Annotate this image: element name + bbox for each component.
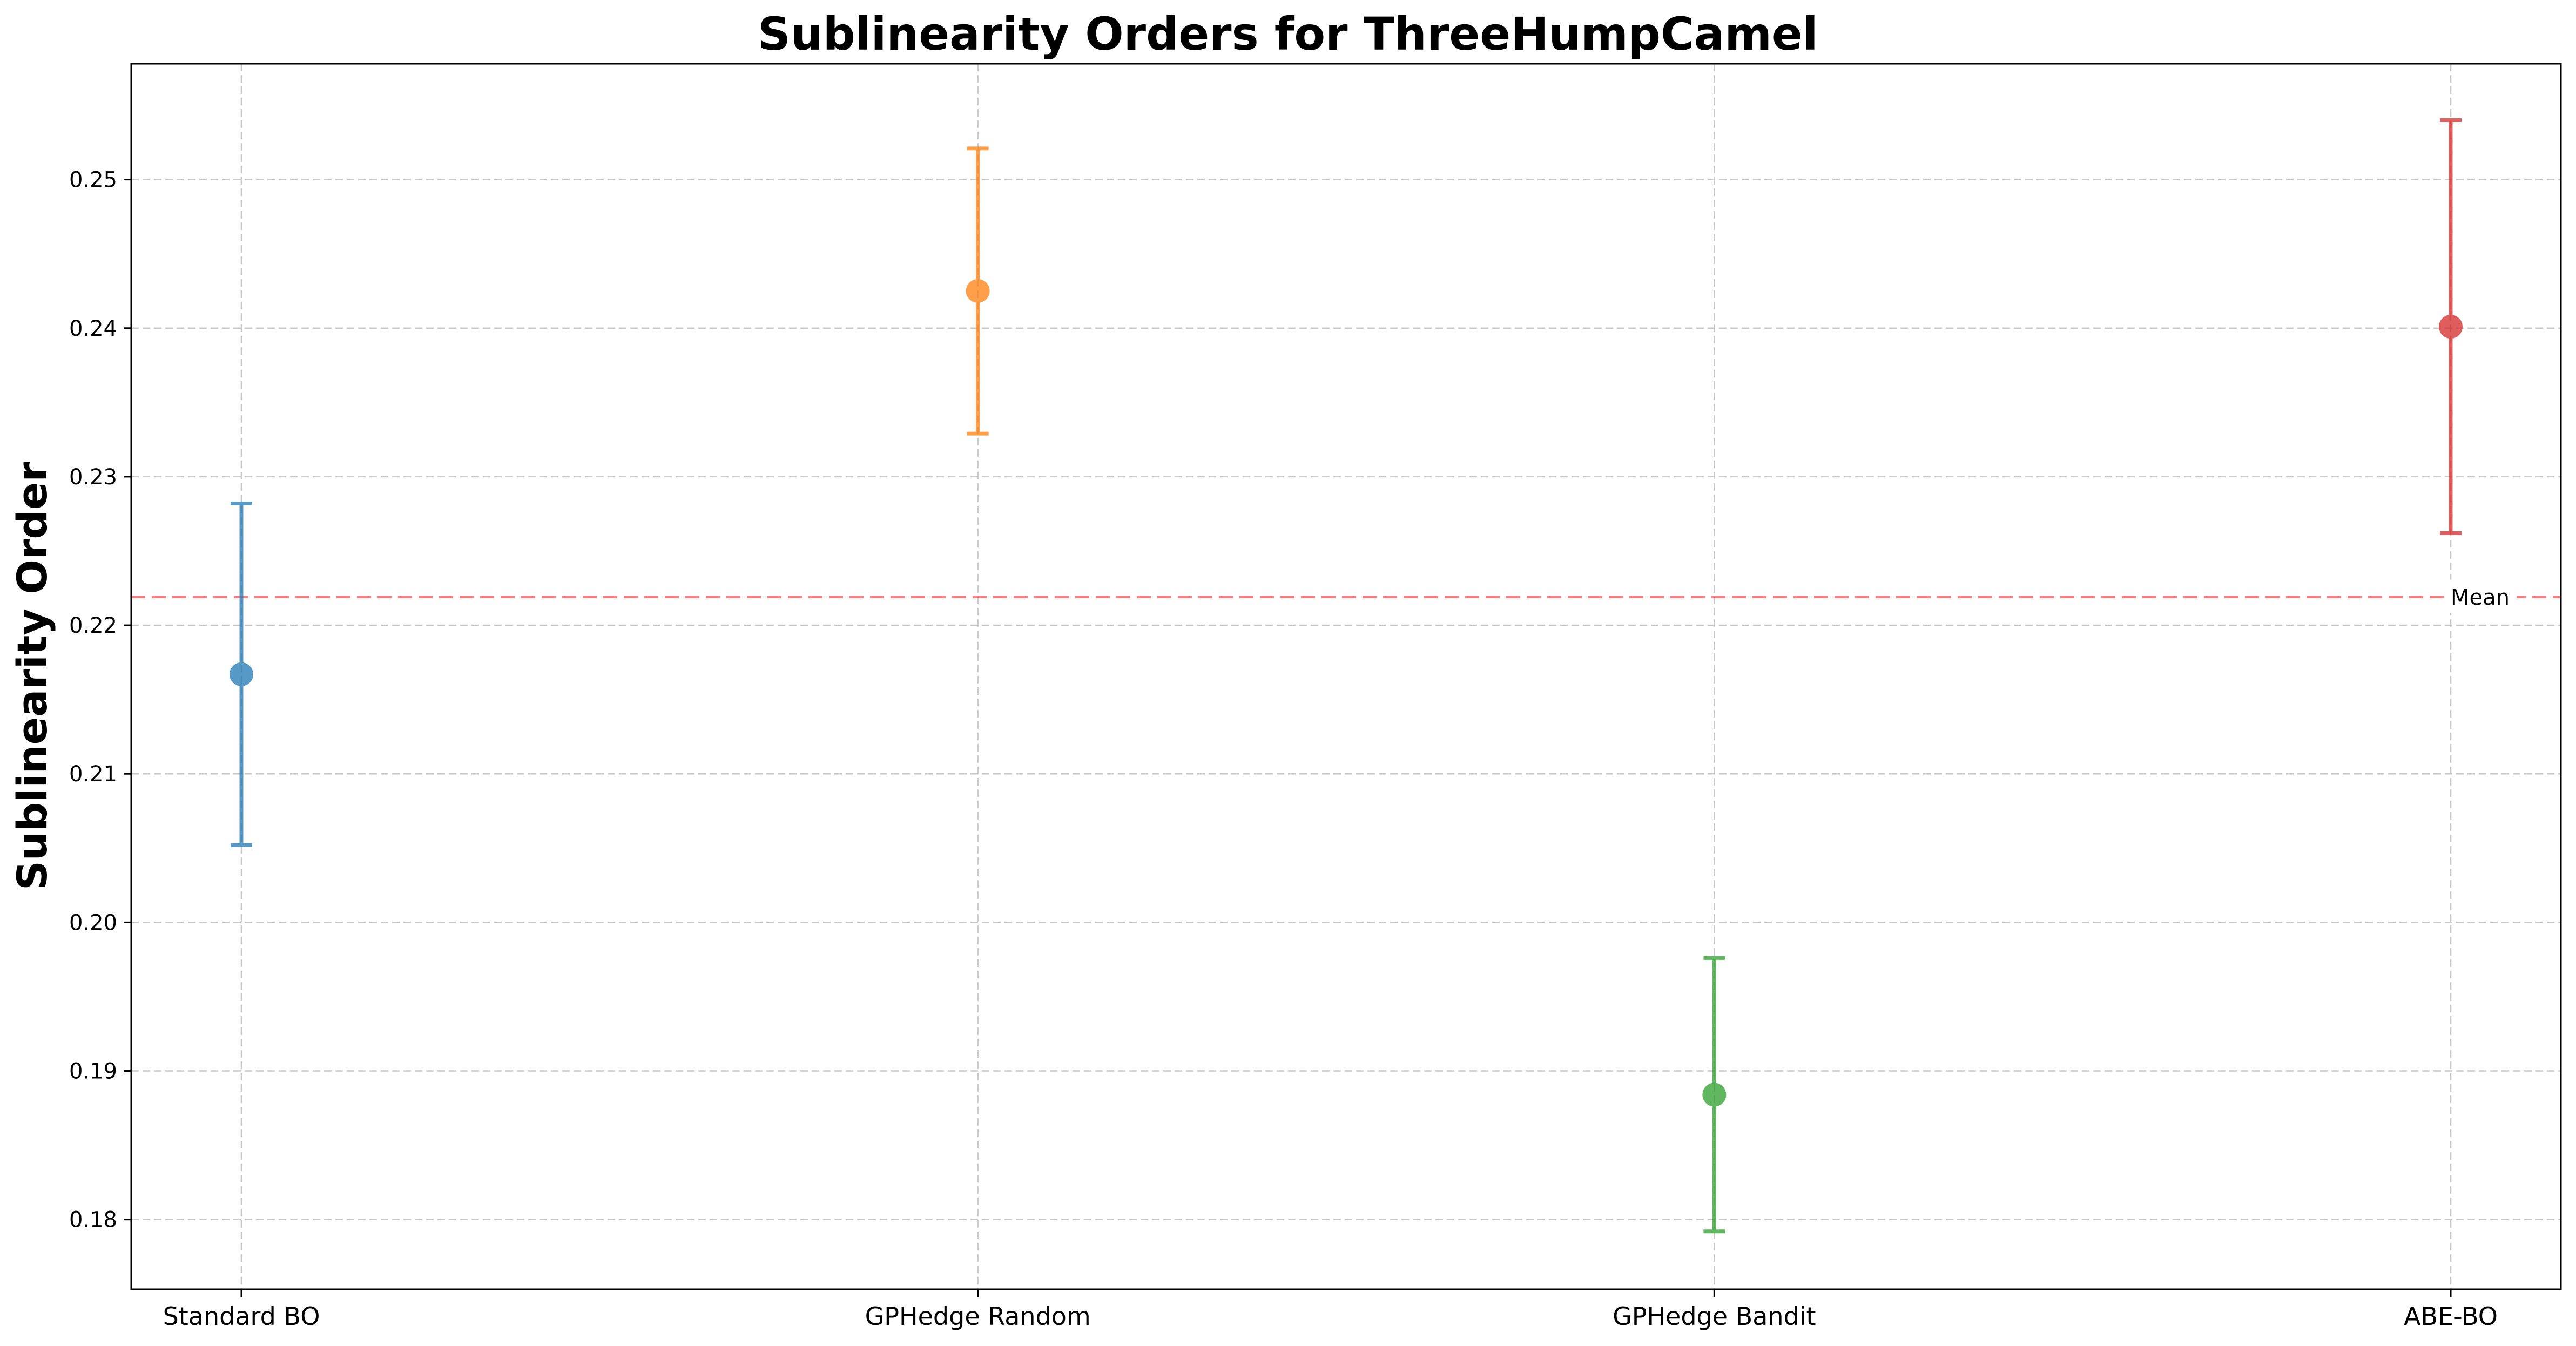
data-point (2439, 315, 2463, 339)
plot-area-frame (130, 63, 2562, 1290)
error-bar-series (230, 118, 2463, 1234)
chart-title: Sublinearity Orders for ThreeHumpCamel (758, 8, 1818, 60)
grid-lines (131, 64, 2561, 1289)
y-tick-label: 0.25 (69, 168, 117, 193)
mean-label: Mean (2451, 585, 2510, 610)
mean-reference: Mean (131, 579, 2561, 613)
series-gphedge-random (966, 146, 990, 436)
data-point (230, 662, 253, 686)
y-tick-label: 0.21 (69, 762, 117, 787)
y-tick-label: 0.23 (69, 465, 117, 490)
mean-label-background (2446, 579, 2517, 613)
series-standard-bo (230, 501, 253, 847)
x-tick-label: GPHedge Bandit (1613, 1302, 1816, 1331)
x-axis-ticks: Standard BO GPHedge Random GPHedge Bandit A… (163, 1289, 2498, 1331)
y-tick-label: 0.24 (69, 316, 117, 341)
series-gphedge-bandit (1702, 956, 1727, 1234)
y-tick-label: 0.18 (69, 1208, 117, 1233)
y-tick-label: 0.22 (69, 613, 117, 638)
series-abe-bo (2439, 118, 2463, 535)
x-tick-label: ABE-BO (2404, 1302, 2498, 1331)
x-tick-label: GPHedge Random (865, 1302, 1091, 1331)
data-point (1702, 1083, 1727, 1107)
y-axis-label: Sublinearity Order (8, 462, 56, 890)
y-tick-label: 0.20 (69, 910, 117, 935)
data-point (966, 279, 990, 303)
y-axis-ticks: 0.18 0.19 0.20 0.21 0.22 0.23 0.24 0.25 (69, 168, 131, 1233)
x-tick-label: Standard BO (163, 1302, 320, 1331)
y-tick-label: 0.19 (69, 1059, 117, 1084)
